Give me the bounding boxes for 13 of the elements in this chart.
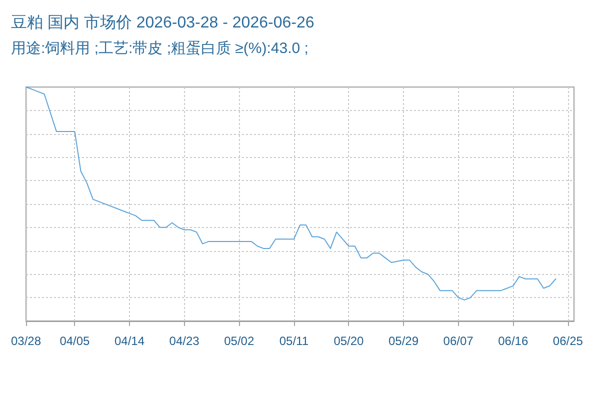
x-tick-label: 06/25	[552, 334, 584, 348]
x-tick-label: 05/29	[388, 334, 419, 348]
chart-title: 豆粕 国内 市场价 2026-03-28 - 2026-06-26	[11, 14, 314, 32]
x-tick-label: 06/07	[443, 334, 474, 348]
x-tick-label: 03/28	[10, 334, 42, 348]
x-tick-label: 05/11	[279, 334, 309, 348]
x-tick-label: 05/20	[334, 334, 364, 348]
x-tick-label: 04/14	[114, 334, 145, 348]
x-tick-label: 06/16	[498, 334, 528, 348]
x-tick-label: 05/02	[224, 334, 254, 348]
x-tick-label: 04/05	[60, 334, 90, 348]
x-tick-label: 04/23	[169, 334, 200, 348]
chart-subtitle: 用途:饲料用 ;工艺:带皮 ;粗蛋白质 ≥(%):43.0 ;	[11, 40, 308, 57]
